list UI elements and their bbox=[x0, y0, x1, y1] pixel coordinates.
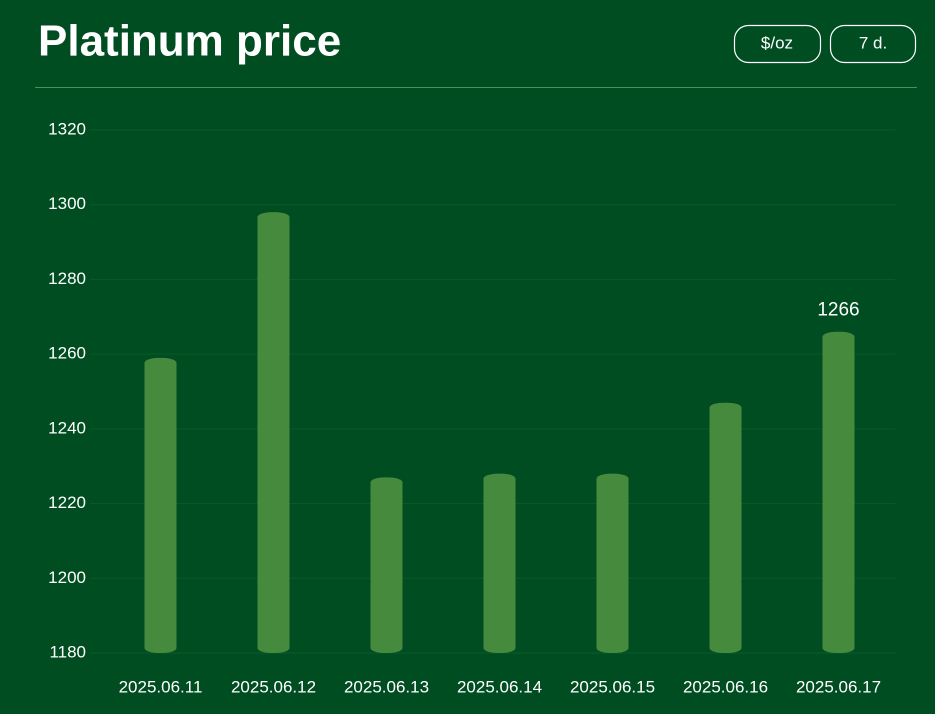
range-button[interactable] bbox=[829, 24, 917, 64]
value-label: 1266 bbox=[817, 300, 859, 321]
x-tick-label: 2025.06.12 bbox=[231, 677, 316, 696]
y-tick-label: 1300 bbox=[48, 194, 86, 213]
unit-button-label[interactable]: $/oz bbox=[761, 33, 793, 52]
bar bbox=[370, 477, 403, 653]
chart-title: Platinum price bbox=[38, 17, 341, 66]
x-tick-label: 2025.06.13 bbox=[344, 677, 429, 696]
y-tick-label: 1280 bbox=[48, 269, 86, 288]
bar bbox=[822, 331, 855, 653]
y-tick-label: 1200 bbox=[48, 568, 86, 587]
x-tick-label: 2025.06.17 bbox=[796, 677, 881, 696]
y-tick-label: 1260 bbox=[48, 344, 86, 363]
x-tick-label: 2025.06.16 bbox=[683, 677, 768, 696]
bar bbox=[709, 402, 742, 653]
y-tick-label: 1180 bbox=[49, 642, 86, 661]
x-tick-label: 2025.06.11 bbox=[119, 677, 203, 696]
bar bbox=[483, 473, 516, 653]
range-button-label[interactable]: 7 d. bbox=[859, 33, 887, 52]
y-tick-label: 1320 bbox=[48, 119, 86, 138]
bar bbox=[596, 473, 629, 653]
bar bbox=[144, 357, 177, 653]
x-tick-label: 2025.06.15 bbox=[570, 677, 655, 696]
unit-button[interactable] bbox=[733, 24, 822, 64]
x-tick-label: 2025.06.14 bbox=[457, 677, 542, 696]
y-tick-label: 1220 bbox=[48, 493, 86, 512]
bar bbox=[257, 212, 290, 653]
y-tick-label: 1240 bbox=[48, 418, 86, 437]
